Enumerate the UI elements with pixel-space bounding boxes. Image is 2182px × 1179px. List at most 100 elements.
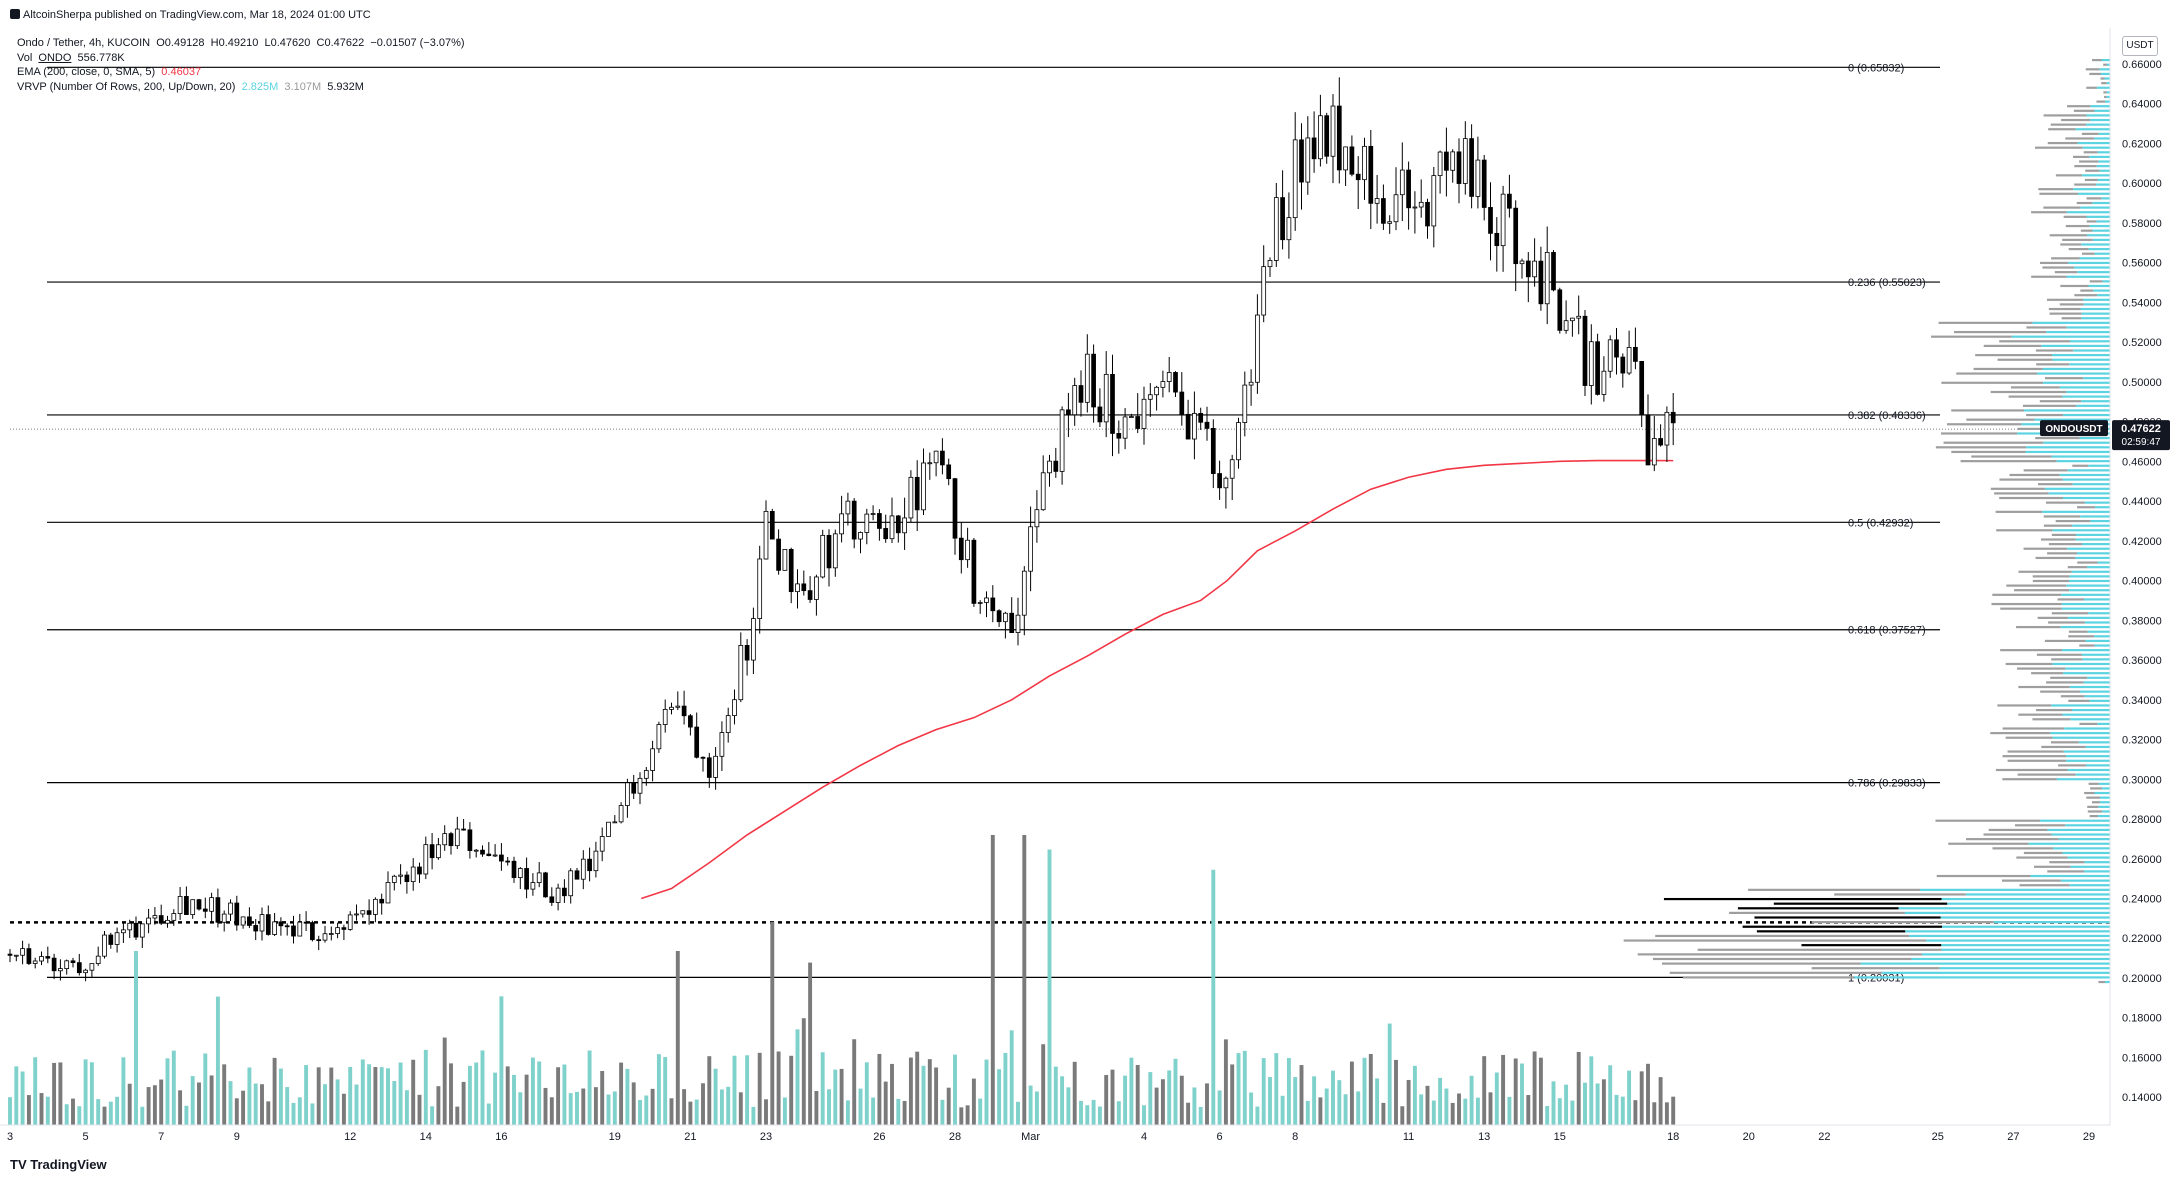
candle-body-46 <box>297 921 303 937</box>
volume-bar-59 <box>379 1067 384 1125</box>
volume-bar-28 <box>184 1105 189 1125</box>
candle-body-124 <box>788 548 794 593</box>
volume-bar-133 <box>845 1100 850 1125</box>
candle-body-38 <box>247 916 252 926</box>
candle-body-30 <box>196 899 202 910</box>
volume-bar-72 <box>461 1081 466 1125</box>
ema-row[interactable]: EMA (200, close, 0, SMA, 5) 0.46037 <box>17 65 465 80</box>
candle-body-180 <box>1141 398 1147 429</box>
candle-body-232 <box>1469 138 1474 197</box>
candle-body-110 <box>700 756 706 759</box>
volume-bar-113 <box>719 1089 724 1125</box>
price-tick-3: 0.60000 <box>2122 178 2162 190</box>
candle-body-13 <box>89 963 95 971</box>
time-tick-15: 8 <box>1292 1131 1298 1143</box>
volume-bar-227 <box>1438 1077 1443 1125</box>
candle-body-34 <box>221 913 227 923</box>
candle-body-31 <box>202 908 208 912</box>
volume-bar-85 <box>543 1087 548 1125</box>
volume-bar-223 <box>1412 1065 1417 1125</box>
volume-bar-193 <box>1223 1039 1228 1125</box>
volume-bar-47 <box>304 1065 309 1125</box>
candle-body-77 <box>492 854 498 857</box>
volume-bar-75 <box>480 1050 485 1125</box>
volume-bar-125 <box>795 1029 800 1125</box>
candle-body-192 <box>1217 473 1222 489</box>
vrvp-row[interactable]: VRVP (Number Of Rows, 200, Up/Down, 20) … <box>17 80 465 95</box>
volume-bar-132 <box>839 1068 844 1125</box>
volume-bar-168 <box>1066 1087 1071 1125</box>
symbol-title[interactable]: Ondo / Tether, 4h, KUCOIN <box>17 37 151 49</box>
candle-body-235 <box>1488 207 1493 234</box>
volume-bar-198 <box>1255 1106 1260 1125</box>
candle-body-210 <box>1330 105 1336 157</box>
volume-bar-199 <box>1261 1058 1266 1125</box>
candle-body-116 <box>738 645 744 701</box>
volume-bar-54 <box>348 1066 353 1125</box>
time-tick-21: 22 <box>1818 1131 1830 1143</box>
candle-body-170 <box>1078 385 1084 403</box>
candle-body-126 <box>801 583 807 592</box>
volume-bar-216 <box>1368 1054 1373 1125</box>
volume-bar-19 <box>127 1083 132 1125</box>
time-tick-0: 3 <box>7 1131 13 1143</box>
candle-body-215 <box>1362 145 1367 181</box>
volume-bar-206 <box>1305 1100 1310 1125</box>
volume-bars <box>8 835 1676 1125</box>
candle-body-48 <box>310 922 315 941</box>
volume-bar-200 <box>1268 1077 1272 1125</box>
candle-body-8 <box>58 968 63 972</box>
volume-bar-248 <box>1570 1100 1575 1125</box>
volume-bar-131 <box>833 1069 838 1125</box>
candle-body-41 <box>265 914 271 935</box>
volume-bar-167 <box>1060 1076 1065 1125</box>
candle-body-132 <box>839 513 844 535</box>
candle-body-51 <box>328 933 334 935</box>
price-tick-19: 0.28000 <box>2122 814 2162 826</box>
volume-bar-166 <box>1053 1066 1058 1125</box>
volume-bar-4 <box>33 1057 38 1125</box>
volume-bar-226 <box>1431 1100 1436 1125</box>
volume-bar-12 <box>83 1059 88 1125</box>
candle-body-160 <box>1015 614 1021 634</box>
volume-bar-42 <box>272 1057 277 1125</box>
time-tick-24: 29 <box>2083 1131 2095 1143</box>
volume-bar-13 <box>89 1062 94 1125</box>
candle-body-73 <box>467 829 473 851</box>
candle-body-62 <box>398 874 403 877</box>
candle-body-97 <box>618 805 624 823</box>
currency-button[interactable]: USDT <box>2122 36 2158 56</box>
candle-body-227 <box>1437 151 1443 177</box>
price-tick-18: 0.30000 <box>2122 774 2162 786</box>
candle-body-231 <box>1462 138 1468 184</box>
candle-body-196 <box>1242 384 1248 423</box>
volume-bar-215 <box>1362 1057 1367 1125</box>
volume-bar-159 <box>1009 1030 1014 1125</box>
candle-body-134 <box>851 500 857 540</box>
time-tick-13: 4 <box>1141 1131 1147 1143</box>
volume-bar-69 <box>442 1037 447 1125</box>
volume-bar-71 <box>455 1106 460 1125</box>
volume-bar-15 <box>102 1106 107 1125</box>
volume-bar-154 <box>978 1098 983 1125</box>
volume-row[interactable]: Vol ONDO 556.778K <box>17 51 465 66</box>
volume-bar-48 <box>310 1103 315 1125</box>
fib-label-3: 0.5 (0.42932) <box>1848 517 1913 529</box>
candle-body-201 <box>1273 197 1279 261</box>
axes: 0.66000 0.64000 0.62000 0.60000 0.58000 0.560… <box>0 28 2170 1143</box>
candle-body-111 <box>706 757 712 778</box>
volume-bar-84 <box>537 1061 542 1125</box>
candle-body-45 <box>291 925 296 937</box>
volume-bar-33 <box>215 996 220 1125</box>
candle-body-236 <box>1494 232 1500 247</box>
candle-body-107 <box>681 705 687 717</box>
candle-body-113 <box>719 732 725 757</box>
volume-bar-213 <box>1349 1061 1354 1125</box>
candle-body-4 <box>32 960 38 964</box>
candle-body-156 <box>990 597 996 612</box>
symbol-row[interactable]: Ondo / Tether, 4h, KUCOIN O0.49128 H0.49… <box>17 36 465 51</box>
price-tick-25: 0.16000 <box>2122 1052 2162 1064</box>
candle-body-44 <box>284 925 290 928</box>
volume-bar-182 <box>1154 1087 1159 1125</box>
